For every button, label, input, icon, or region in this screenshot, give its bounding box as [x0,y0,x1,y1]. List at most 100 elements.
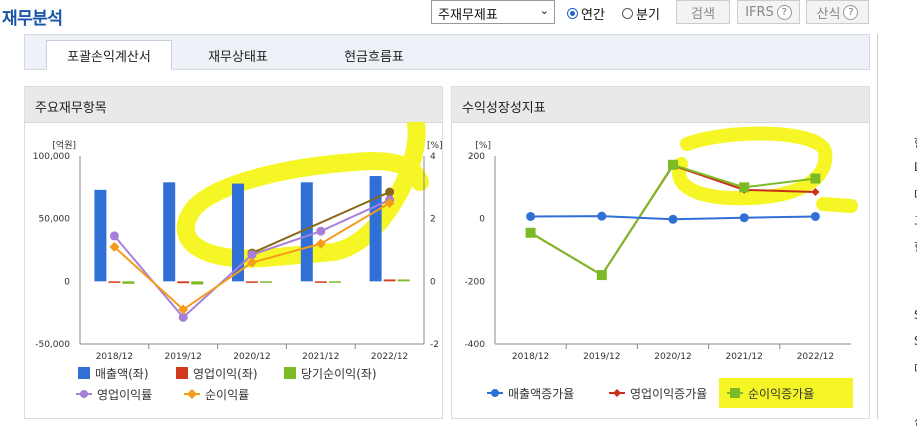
operating-margin-point [316,226,326,236]
x-tick-label: 2021/12 [302,352,339,362]
tab-balance-sheet[interactable]: 재무상태표 [190,40,286,70]
search-button-label: 검색 [691,6,715,22]
y-right-unit: [%] [427,141,443,151]
legend-label: 매출액증가율 [508,387,574,401]
op-growth-point [811,188,820,197]
side-char: 그 [914,212,917,229]
bar-0 [369,176,382,282]
net-margin-point [178,304,189,315]
legend-label: 순이익증가율 [748,387,814,401]
y-tick-label: -400 [465,340,486,350]
bar-1 [314,281,327,283]
legend-label: 영업이익률 [97,388,152,402]
y-tick-label: 200 [468,152,485,162]
formula-button[interactable]: 산식 ? [806,0,869,24]
net-margin-point [109,241,120,252]
revenue-growth-point [526,211,536,221]
side-char: S [914,334,917,348]
bar-1 [383,279,396,282]
x-tick-label: 2022/12 [797,352,834,362]
operating-margin-point [109,231,119,241]
highlight-scribble [176,122,429,268]
bar-2 [260,281,272,283]
y-left-tick-label: 50,000 [39,215,71,225]
side-panel-partial: 한 L 대 그 힌 S S 매 산 [877,34,917,428]
legend-marker [613,389,621,397]
y-right-tick-label: 4 [430,152,436,162]
x-tick-label: 2018/12 [512,352,549,362]
legend-label: 영업이익(좌) [193,367,258,381]
side-char: S [914,308,917,322]
x-tick-label: 2020/12 [233,352,270,362]
y-tick-label: -200 [465,277,486,287]
radio-quarter[interactable]: 분기 [622,4,660,23]
statement-type-value: 주재무제표 [438,8,498,23]
net-growth-point [739,182,750,193]
radio-annual-label: 연간 [581,8,605,23]
financial-items-chart: [억원] [%] 100,000 50,000 0 -50,000 4 2 0 -2 2018/12… [33,122,443,402]
bar-1 [246,281,258,283]
radio-unchecked-icon [622,8,633,19]
page-title: 재무분석 [2,9,63,29]
revenue-growth-point [668,214,678,224]
net-growth-point [668,159,678,170]
net-growth-point [810,173,821,184]
x-tick-label: 2018/12 [96,352,133,362]
x-tick-label: 2019/12 [165,352,202,362]
x-tick-label: 2020/12 [654,352,691,362]
tab-income-statement[interactable]: 포괄손익계산서 [46,40,172,70]
legend-swatch [176,367,188,379]
radio-quarter-label: 분기 [636,8,660,23]
side-char: 매 [914,360,917,377]
radio-checked-icon [567,8,578,19]
y-left-tick-label: -50,000 [35,340,70,350]
net-growth-point [525,227,536,238]
tab-cash-flow[interactable]: 현금흐름표 [326,40,422,70]
highlight-scribble [672,126,858,213]
net-margin-point [384,198,395,208]
net-margin-point [315,238,326,249]
y-tick-label: 0 [479,215,485,225]
y-left-unit: [억원] [52,139,76,151]
operating-margin-point [178,312,188,322]
formula-label: 산식 [816,6,841,22]
ifrs-button[interactable]: IFRS ? [737,0,800,24]
bar-2 [397,279,410,282]
ifrs-label: IFRS [745,4,774,20]
tab-label: 포괄손익계산서 [67,49,151,65]
side-char: 한 [914,134,917,151]
bar-2 [328,281,341,283]
revenue-growth-point [597,211,607,221]
side-char: 힌 [914,238,917,255]
radio-annual[interactable]: 연간 [567,4,605,23]
operating-margin-point [247,250,257,260]
bar-2 [122,281,135,284]
panel-title: 수익성장성지표 [452,87,869,123]
y-left-tick-label: 0 [64,277,70,287]
x-tick-label: 2021/12 [726,352,763,362]
y-right-tick-label: -2 [430,340,439,350]
extra-line [251,191,391,255]
legend-marker [187,389,197,399]
side-char: L [914,160,917,174]
bar-2 [191,281,204,285]
tab-label: 재무상태표 [208,49,268,65]
y-unit: [%] [475,141,491,151]
legend-label: 순이익률 [205,388,249,402]
chevron-down-icon: ⌄ [539,4,549,17]
statement-type-select[interactable]: 주재무제표 ⌄ [431,0,555,24]
bar-0 [163,182,176,282]
legend-marker [80,390,88,398]
y-left-tick-label: 100,000 [33,152,70,162]
x-tick-label: 2019/12 [583,352,620,362]
legend-marker [491,389,499,397]
legend-swatch [78,367,90,379]
extra-point [385,187,395,197]
legend-marker [730,388,740,398]
bar-1 [108,281,121,283]
bar-0 [232,183,244,282]
side-char: 대 [914,186,917,203]
x-tick-label: 2022/12 [371,352,408,362]
search-button[interactable]: 검색 [676,0,730,24]
y-right-tick-label: 2 [430,215,436,225]
